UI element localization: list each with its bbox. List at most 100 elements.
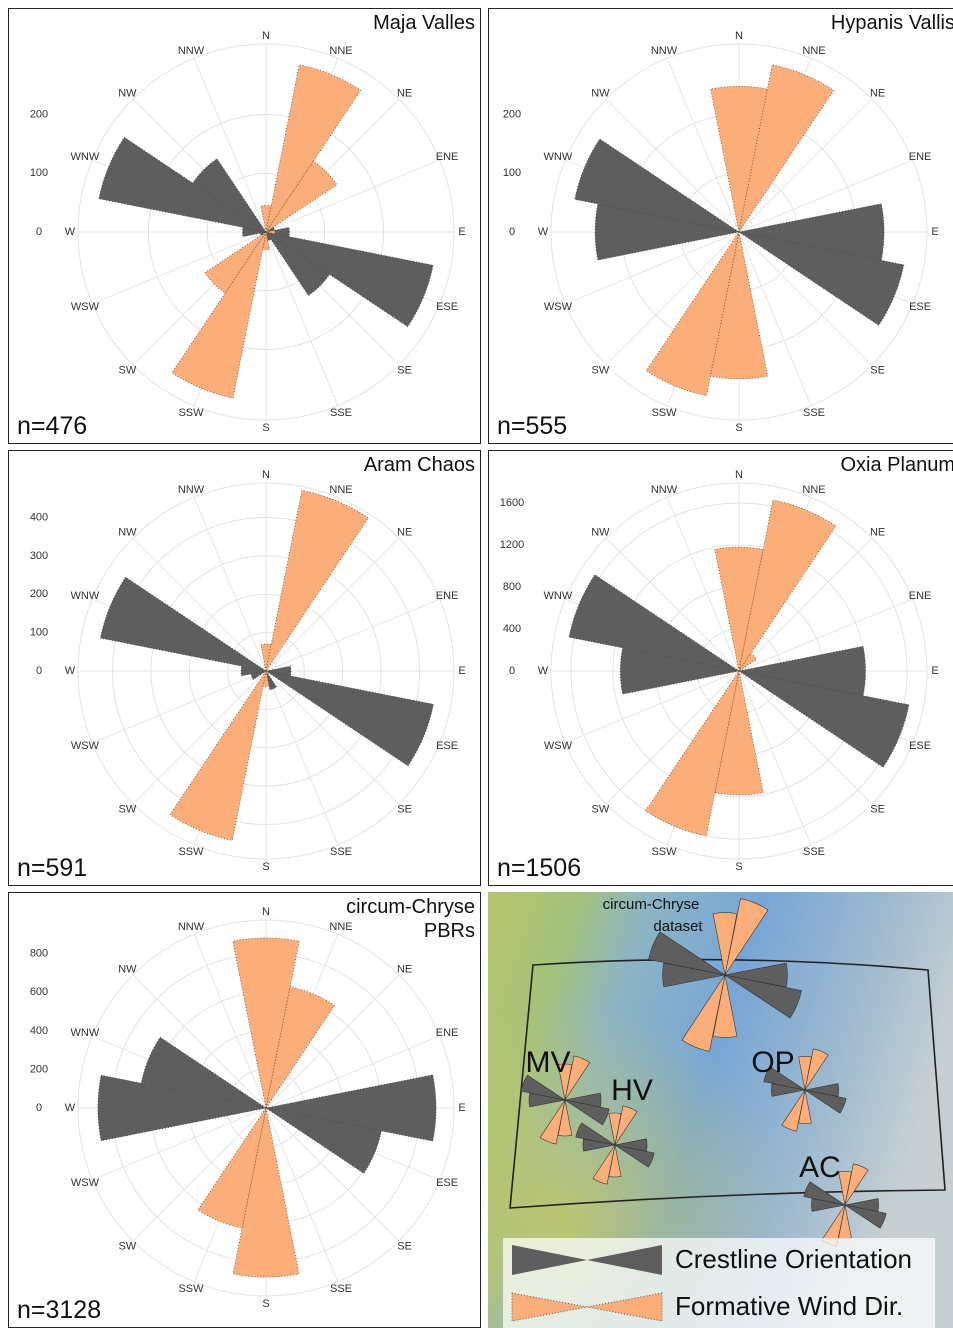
site-label: HV: [611, 1074, 653, 1107]
direction-label: W: [538, 665, 549, 677]
direction-label: SE: [870, 364, 885, 376]
direction-label: NE: [397, 526, 412, 538]
direction-label: SE: [397, 1240, 412, 1252]
site-label: MV: [526, 1046, 571, 1079]
r-tick-label: 0: [36, 1102, 42, 1114]
direction-label: WNW: [71, 151, 100, 163]
direction-label: SW: [119, 1240, 137, 1252]
rose-chart: 040080012001600NNNENEENEEESESESSESSSWSWW…: [489, 451, 953, 886]
direction-label: W: [65, 226, 76, 238]
direction-label: SSW: [178, 846, 204, 858]
chart-title: Aram Chaos: [305, 453, 475, 477]
direction-label: SSW: [178, 1283, 204, 1295]
rose-chart: 0100200NNNENEENEEESESESSESSSWSWWSWWWNWNW…: [9, 9, 481, 444]
direction-label: WSW: [544, 740, 573, 752]
r-tick-label: 1200: [500, 539, 524, 551]
rose-chart: 0100200NNNENEENEEESESESSESSSWSWWSWWWNWNW…: [489, 9, 953, 444]
direction-label: S: [735, 861, 742, 873]
direction-label: WNW: [544, 590, 573, 602]
direction-label: SW: [592, 364, 610, 376]
page: 0100200NNNENEENEEESESESSESSSWSWWSWWWNWNW…: [0, 0, 953, 1328]
direction-label: WNW: [71, 1027, 100, 1039]
direction-label: N: [262, 469, 270, 481]
direction-label: SSW: [651, 846, 677, 858]
r-tick-label: 100: [30, 167, 48, 179]
direction-label: SSE: [803, 407, 825, 419]
direction-label: E: [931, 665, 938, 677]
direction-label: SSE: [330, 1283, 352, 1295]
direction-label: SE: [397, 364, 412, 376]
direction-label: NE: [397, 963, 412, 975]
direction-label: W: [538, 226, 549, 238]
direction-label: NNE: [802, 484, 825, 496]
r-tick-label: 0: [36, 665, 42, 677]
rose-chart: 0200400600800NNNENEENEEESESESSESSSWSWWSW…: [9, 893, 481, 1328]
direction-label: ENE: [436, 590, 459, 602]
r-tick-label: 800: [30, 948, 48, 960]
direction-label: NE: [870, 526, 885, 538]
direction-label: N: [735, 30, 743, 42]
petal: [170, 671, 266, 840]
petal: [266, 65, 361, 232]
chart-panel: 0200400600800NNNENEENEEESESESSESSSWSWWSW…: [8, 892, 481, 1328]
r-tick-label: 200: [30, 1063, 48, 1075]
r-tick-label: 300: [30, 550, 48, 562]
direction-label: NNE: [329, 45, 352, 57]
direction-label: NNW: [178, 45, 205, 57]
direction-label: NW: [591, 87, 610, 99]
direction-label: NNW: [651, 484, 678, 496]
chart-panel: 0100200300400NNNENEENEEESESESSESSSWSWWSW…: [8, 450, 481, 886]
direction-label: NW: [118, 87, 137, 99]
direction-label: ESE: [436, 301, 458, 313]
r-tick-label: 0: [509, 665, 515, 677]
r-tick-label: 200: [30, 108, 48, 120]
direction-label: SW: [119, 803, 137, 815]
direction-label: SW: [119, 364, 137, 376]
direction-label: E: [458, 226, 465, 238]
direction-label: WSW: [71, 301, 100, 313]
sample-size: n=1506: [497, 854, 581, 883]
direction-label: E: [458, 1102, 465, 1114]
r-tick-label: 1600: [500, 497, 524, 509]
site-label: AC: [799, 1151, 841, 1184]
sample-size: n=476: [17, 412, 87, 441]
map: circum-Chryse dataset MV HV OP AC Crestl…: [488, 892, 953, 1328]
direction-label: NNW: [178, 484, 205, 496]
direction-label: ENE: [909, 151, 932, 163]
direction-label: S: [735, 422, 742, 434]
chart-title: Oxia Planum: [785, 453, 953, 477]
r-tick-label: 400: [30, 1025, 48, 1037]
direction-label: WSW: [71, 740, 100, 752]
direction-label: WNW: [71, 590, 100, 602]
chart-title: Hypanis Vallis: [785, 11, 953, 35]
direction-label: N: [735, 469, 743, 481]
legend-label: Crestline Orientation: [675, 1244, 912, 1274]
sample-size: n=3128: [17, 1296, 101, 1325]
direction-label: ESE: [909, 301, 931, 313]
direction-label: ENE: [909, 590, 932, 602]
direction-label: S: [262, 1298, 269, 1310]
sample-size: n=591: [17, 854, 87, 883]
rose-chart: 0100200300400NNNENEENEEESESESSESSSWSWWSW…: [9, 451, 481, 886]
direction-label: SSW: [651, 407, 677, 419]
direction-label: NE: [870, 87, 885, 99]
map-panel: circum-Chryse dataset MV HV OP AC Crestl…: [488, 892, 953, 1328]
direction-label: SE: [397, 803, 412, 815]
r-tick-label: 100: [503, 167, 521, 179]
r-tick-label: 600: [30, 986, 48, 998]
direction-label: NW: [591, 526, 610, 538]
direction-label: SSW: [178, 407, 204, 419]
direction-label: S: [262, 861, 269, 873]
petal: [266, 232, 433, 327]
r-tick-label: 800: [503, 581, 521, 593]
chart-title: Maja Valles: [305, 11, 475, 35]
direction-label: NW: [118, 963, 137, 975]
direction-label: SE: [870, 803, 885, 815]
r-tick-label: 200: [503, 108, 521, 120]
r-tick-label: 200: [30, 588, 48, 600]
r-tick-label: 400: [30, 511, 48, 523]
r-tick-label: 0: [36, 226, 42, 238]
legend-label: Formative Wind Dir.: [675, 1291, 903, 1321]
petal: [266, 490, 368, 671]
r-tick-label: 100: [30, 627, 48, 639]
